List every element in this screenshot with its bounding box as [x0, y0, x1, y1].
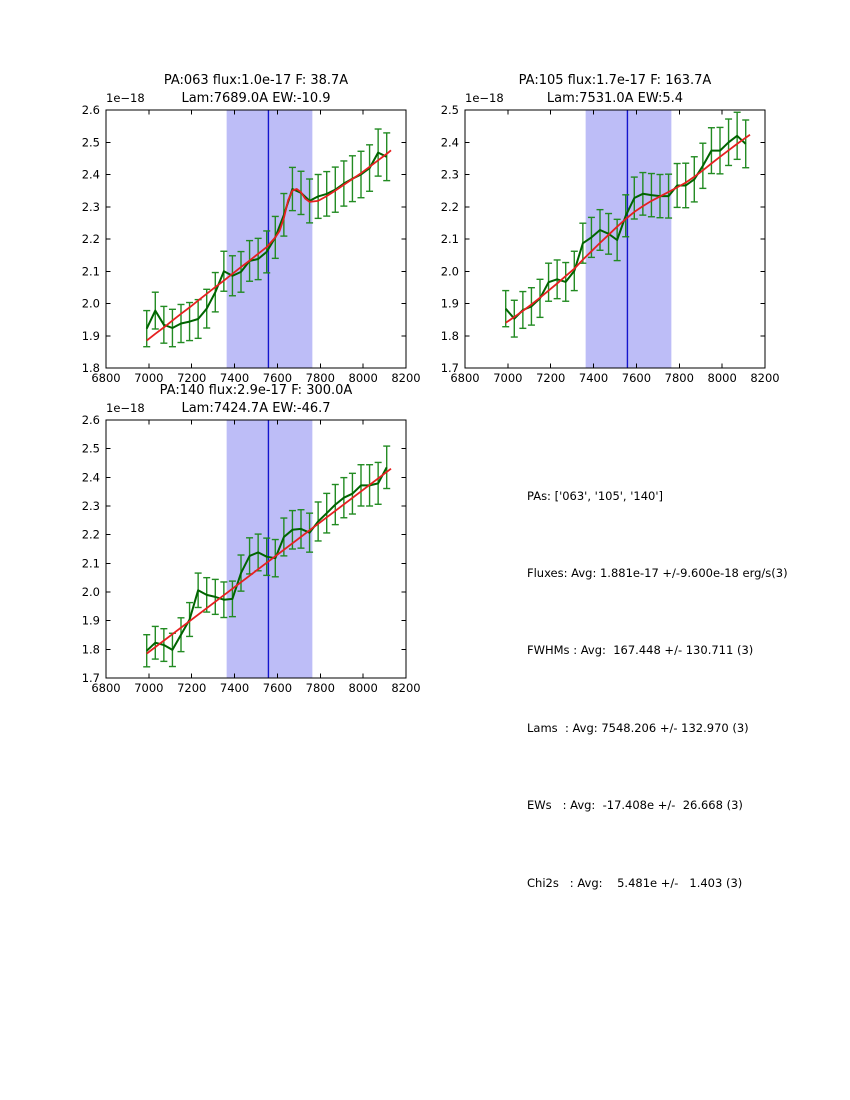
spectrum-line [146, 466, 388, 652]
y-tick-label: 2.4 [82, 470, 100, 484]
stats-line-pas: PAs: ['063', '105', '140'] [527, 488, 664, 503]
y-tick-label: 2.6 [82, 103, 100, 117]
axes-frame [105, 419, 407, 679]
stats-line-chi2s: Chi2s : Avg: 5.481e +/- 1.403 (3) [527, 875, 743, 890]
plot2-y-offset-label: 1e−18 [465, 91, 504, 105]
highlight-band [226, 420, 313, 678]
fit-series [146, 149, 392, 342]
y-tick-label: 1.7 [82, 671, 100, 685]
plot1-title-line2: Lam:7689.0A EW:-10.9 [181, 90, 331, 106]
y-tick-label: 2.5 [82, 442, 100, 456]
y-tick-label: 2.1 [82, 264, 100, 278]
x-tick-label: 7600 [263, 681, 292, 695]
fit-series [505, 134, 751, 324]
x-tick-label: 7400 [220, 371, 249, 385]
stats-panel: PAs: ['063', '105', '140'] Fluxes: Avg: … [527, 432, 788, 948]
y-tick-label: 2.4 [82, 168, 100, 182]
fit-line [146, 467, 392, 655]
x-tick-label: 7800 [665, 371, 694, 385]
x-tick-label: 7200 [177, 371, 206, 385]
x-tick-label: 7600 [263, 371, 292, 385]
plot2-title-line1: PA:105 flux:1.7e-17 F: 163.7A [518, 73, 712, 88]
x-tick-label: 6800 [91, 371, 120, 385]
y-tick-label: 2.0 [82, 297, 100, 311]
y-tick-label: 2.2 [82, 232, 100, 246]
x-tick-label: 7600 [622, 371, 651, 385]
spectrum-series [143, 445, 391, 668]
x-tick-label: 7800 [306, 371, 335, 385]
highlight-band [226, 110, 313, 368]
y-tick-label: 2.3 [82, 200, 100, 214]
y-tick-label: 2.0 [441, 264, 459, 278]
y-tick-label: 2.3 [441, 168, 459, 182]
fit-line [505, 134, 751, 324]
plot-3: 6800 7000 7200 7400 7600 7800 8000 8200 1.7 1.8 1.… [82, 413, 421, 695]
plot3-title-line2: Lam:7424.7A EW:-46.7 [181, 400, 331, 416]
spectrum-line [504, 134, 747, 320]
y-tick-label: 2.1 [441, 232, 459, 246]
x-tick-label: 7200 [536, 371, 565, 385]
plot1-title-line1: PA:063 flux:1.0e-17 F: 38.7A [163, 73, 349, 88]
stats-line-lams: Lams : Avg: 7548.206 +/- 132.970 (3) [527, 720, 749, 735]
y-tick-label: 1.8 [82, 642, 100, 656]
x-tick-label: 7400 [579, 371, 608, 385]
y-tick-label: 2.1 [82, 556, 100, 570]
stats-line-ews: EWs : Avg: -17.408e +/- 26.668 (3) [527, 798, 743, 813]
y-tick-label: 1.9 [82, 614, 100, 628]
plot1-title: PA:063 flux:1.0e-17 F: 38.7A Lam:7689.0A… [106, 72, 406, 107]
y-tick-label: 1.9 [82, 329, 100, 343]
plot2-title-line2: Lam:7531.0A EW:5.4 [546, 90, 684, 106]
plot3-title: PA:140 flux:2.9e-17 F: 300.0A Lam:7424.7… [106, 382, 406, 417]
y-tick-label: 2.5 [82, 135, 100, 149]
x-tick-label: 8000 [349, 371, 378, 385]
y-tick-label: 2.6 [82, 413, 100, 427]
y-tick-label: 1.9 [441, 297, 459, 311]
x-tick-label: 7000 [134, 371, 163, 385]
x-tick-label: 7400 [220, 681, 249, 695]
stats-line-fluxes: Fluxes: Avg: 1.881e-17 +/-9.600e-18 erg/… [527, 565, 788, 580]
x-tick-label: 7800 [306, 681, 335, 695]
y-tick-label: 2.5 [441, 103, 459, 117]
y-tick-label: 2.2 [441, 200, 459, 214]
y-tick-label: 1.7 [441, 361, 459, 375]
highlight-band [585, 110, 672, 368]
spectrum-series [502, 111, 750, 338]
y-tick-label: 2.4 [441, 135, 459, 149]
fit-series [146, 467, 392, 655]
plot-1: 6800 7000 7200 7400 7600 7800 8000 8200 1.8 1.9 2.… [82, 103, 421, 385]
y-tick-label: 2.0 [82, 585, 100, 599]
plot3-y-offset-label: 1e−18 [106, 401, 145, 415]
plot1-y-offset-label: 1e−18 [106, 91, 145, 105]
x-tick-label: 8200 [391, 371, 420, 385]
y-tick-label: 1.8 [441, 329, 459, 343]
x-tick-label: 7000 [134, 681, 163, 695]
x-tick-label: 8200 [750, 371, 779, 385]
x-tick-label: 7200 [177, 681, 206, 695]
plot-2: 6800 7000 7200 7400 7600 7800 8000 8200 1.7 1.8 1.… [441, 103, 780, 385]
x-tick-label: 6800 [91, 681, 120, 695]
y-tick-label: 2.2 [82, 528, 100, 542]
x-tick-label: 6800 [450, 371, 479, 385]
x-tick-label: 8000 [349, 681, 378, 695]
plot2-title: PA:105 flux:1.7e-17 F: 163.7A Lam:7531.0… [465, 72, 765, 107]
y-tick-label: 1.8 [82, 361, 100, 375]
plot3-title-line1: PA:140 flux:2.9e-17 F: 300.0A [159, 383, 353, 398]
stats-line-fwhms: FWHMs : Avg: 167.448 +/- 130.711 (3) [527, 643, 754, 658]
fit-line [146, 149, 392, 342]
x-tick-label: 8000 [708, 371, 737, 385]
y-tick-label: 2.3 [82, 499, 100, 513]
x-tick-label: 7000 [493, 371, 522, 385]
x-tick-label: 8200 [391, 681, 420, 695]
